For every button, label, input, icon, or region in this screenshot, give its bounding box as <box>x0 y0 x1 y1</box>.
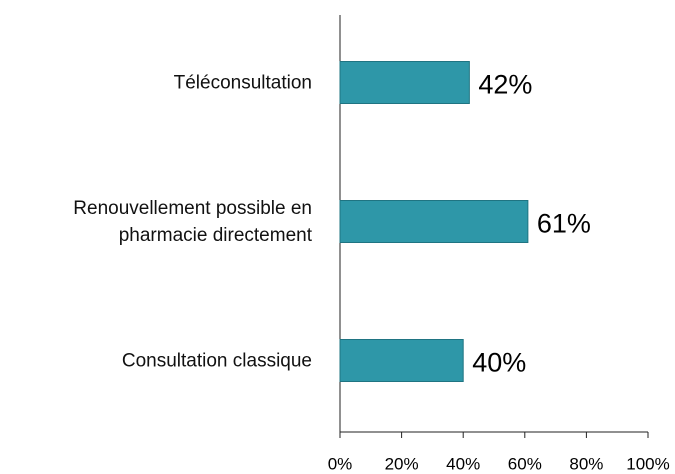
bar <box>339 200 529 243</box>
x-tick-label: 20% <box>385 454 419 473</box>
x-tick-label: 100% <box>626 454 669 473</box>
x-tick-label: 60% <box>508 454 542 473</box>
value-label: 40% <box>472 348 526 378</box>
bar <box>339 339 464 382</box>
x-tick-label: 0% <box>328 454 353 473</box>
category-label: Renouvellement possible en pharmacie dir… <box>73 197 312 246</box>
x-tick-label: 40% <box>446 454 480 473</box>
x-tick-label: 80% <box>569 454 603 473</box>
category-label: Consultation classique <box>121 350 312 371</box>
category-label: Téléconsultation <box>173 72 312 93</box>
value-label: 42% <box>478 70 532 100</box>
value-label: 61% <box>537 209 591 239</box>
bar <box>339 61 470 104</box>
